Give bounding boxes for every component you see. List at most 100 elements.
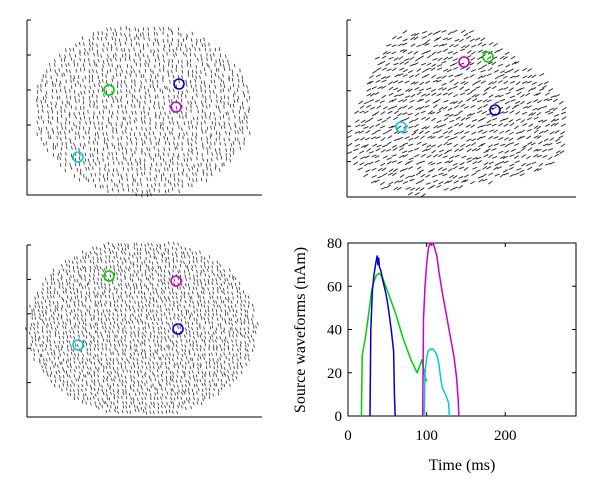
- dipole-mark: [49, 62, 51, 67]
- dipole-mark: [93, 52, 95, 57]
- dipole-mark: [76, 261, 78, 265]
- dipole-mark: [94, 366, 97, 370]
- dipole-mark: [139, 95, 142, 100]
- dipole-mark: [104, 286, 107, 290]
- dipole-mark: [253, 308, 255, 312]
- dipole-mark: [207, 305, 210, 309]
- dipole-mark: [89, 367, 92, 371]
- dipole-mark: [488, 135, 494, 140]
- dipole-mark: [227, 305, 230, 309]
- dipole-mark: [128, 27, 131, 32]
- dipole-mark: [218, 132, 221, 136]
- dipole-mark: [69, 374, 71, 379]
- dipole-mark: [213, 366, 215, 370]
- dipole-mark: [74, 256, 76, 260]
- dipole-mark: [382, 155, 388, 159]
- dipole-mark: [387, 106, 393, 111]
- dipole-mark: [81, 286, 84, 290]
- dipole-mark: [125, 285, 128, 289]
- dipole-mark: [175, 247, 178, 251]
- dipole-mark: [407, 112, 413, 116]
- dipole-mark: [66, 95, 68, 99]
- dipole-mark: [124, 157, 127, 162]
- dipole-mark: [148, 58, 151, 63]
- dipole-mark: [228, 378, 230, 382]
- dipole-mark: [71, 146, 73, 150]
- dipole-mark: [550, 95, 556, 98]
- dipole-mark: [83, 274, 86, 278]
- dipole-mark: [431, 92, 437, 97]
- dipole-mark: [246, 309, 249, 314]
- dipole-mark: [380, 137, 386, 142]
- dipole-mark: [228, 317, 231, 321]
- dipole-mark: [137, 308, 139, 312]
- dipole-mark: [165, 382, 168, 386]
- dipole-mark: [125, 344, 128, 348]
- dipole-mark: [165, 375, 168, 380]
- dipole-mark: [437, 153, 443, 158]
- plot-frame: [347, 242, 577, 417]
- dipole-mark: [525, 92, 531, 97]
- dipole-mark: [386, 157, 392, 161]
- dipole-mark: [482, 91, 488, 96]
- dipole-mark: [156, 309, 158, 314]
- dipole-mark: [145, 78, 147, 83]
- dipole-mark: [444, 113, 450, 117]
- dipole-mark: [207, 278, 210, 283]
- dipole-mark: [394, 110, 399, 115]
- dipole-mark: [385, 148, 392, 152]
- dipole-mark: [197, 163, 200, 168]
- dipole-mark: [77, 388, 80, 392]
- dipole-mark: [478, 178, 484, 183]
- dipole-mark: [242, 105, 244, 110]
- dipole-mark: [144, 396, 146, 400]
- dipole-mark: [175, 106, 178, 110]
- dipole-mark: [161, 401, 163, 405]
- dipole-mark: [402, 42, 408, 46]
- dipole-mark: [492, 117, 498, 121]
- dipole-mark: [149, 274, 152, 278]
- dipole-mark: [90, 374, 93, 379]
- dipole-mark: [45, 126, 48, 131]
- dipole-mark: [365, 129, 371, 134]
- dipole-mark: [493, 143, 500, 146]
- dipole-mark: [116, 98, 119, 103]
- dipole-mark: [346, 135, 352, 139]
- dipole-mark: [397, 36, 403, 40]
- dipole-mark: [536, 168, 542, 172]
- dipole-mark: [140, 111, 143, 115]
- dipole-mark: [481, 43, 487, 47]
- dipole-mark: [87, 51, 89, 56]
- dipole-map-panel-1: [26, 19, 262, 198]
- dipole-mark: [59, 353, 62, 357]
- dipole-mark: [188, 370, 191, 375]
- dipole-mark: [421, 69, 427, 73]
- dipole-mark: [93, 121, 95, 126]
- dipole-mark: [173, 278, 176, 282]
- dipole-mark: [204, 84, 206, 88]
- dipole-mark: [460, 135, 466, 140]
- dipole-mark: [220, 300, 223, 304]
- dipole-mark: [77, 384, 80, 388]
- dipole-mark: [196, 378, 199, 383]
- dipole-mark: [111, 281, 114, 285]
- dipole-mark: [191, 69, 194, 74]
- dipole-mark: [217, 377, 219, 382]
- dipole-mark: [181, 313, 184, 317]
- dipole-mark: [156, 321, 158, 326]
- dipole-mark: [56, 96, 59, 100]
- dipole-mark: [110, 47, 113, 52]
- dipole-mark: [80, 259, 82, 263]
- dipole-mark: [81, 265, 84, 269]
- dipole-mark: [231, 291, 233, 296]
- dipole-mark: [140, 300, 143, 304]
- dipole-mark: [381, 79, 387, 83]
- dipole-mark: [168, 261, 170, 265]
- dipole-mark: [196, 274, 198, 278]
- dipole-mark: [121, 146, 124, 150]
- dipole-mark: [477, 159, 483, 164]
- dipole-mark: [493, 42, 498, 47]
- dipole-mark: [208, 274, 211, 279]
- dipole-mark: [354, 138, 360, 142]
- dipole-mark: [409, 178, 415, 182]
